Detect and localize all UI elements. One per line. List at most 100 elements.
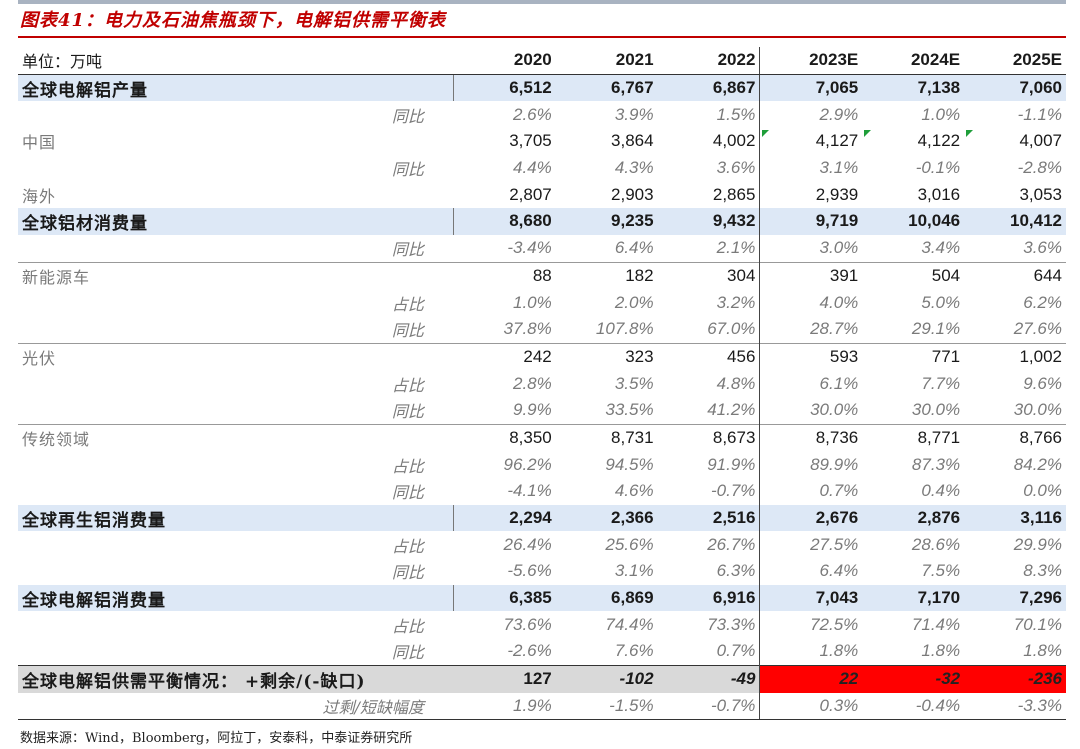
table-cell: -3.3% <box>964 692 1066 721</box>
table-cell: 6.4% <box>614 238 654 258</box>
table-cell: 0.7% <box>759 478 863 505</box>
table-cell: 2,865 <box>712 184 756 204</box>
table-cell: 3.1% <box>614 561 654 581</box>
row-label: 全球再生铝消费量 <box>18 504 455 532</box>
table-row: 同比 -4.1% 4.6% -0.7% 0.7% 0.4% 0.0% <box>18 478 1066 505</box>
table-cell: 9,432 <box>657 208 760 235</box>
table-row: 同比 4.4% 4.3% 3.6% 3.1% -0.1% -2.8% <box>18 154 1066 182</box>
table-cell: -4.1% <box>507 481 552 501</box>
table-cell: 2.1% <box>716 238 756 258</box>
table-cell: 242 <box>453 342 556 371</box>
row-label: 全球电解铝供需平衡情况： +剩余/(-缺口) <box>18 664 454 693</box>
table-cell: -2.8% <box>1017 158 1062 178</box>
table-cell: 2,939 <box>759 181 863 209</box>
row-label: 全球电解铝消费量 <box>18 584 455 612</box>
table-cell: 96.2% <box>503 454 552 474</box>
table-cell: 2,516 <box>657 504 760 532</box>
table-cell: 0.0% <box>1023 481 1062 501</box>
year-header: 2022 <box>657 47 760 75</box>
table-header-row: 单位：万吨 2020 2021 2022 2023E 2024E 2025E <box>18 47 1066 75</box>
table-cell: 2,807 <box>509 184 552 204</box>
table-cell: 182 <box>555 261 658 290</box>
table-cell: 4.4% <box>512 158 552 178</box>
table-row: 中国 3,705 3,864 4,002 4,127 4,122 4,007 <box>18 128 1066 155</box>
row-label: 占比 <box>391 456 424 476</box>
table-row: 同比 9.9% 33.5% 41.2% 30.0% 30.0% 30.0% <box>18 396 1066 425</box>
table-cell: 391 <box>759 261 863 290</box>
table-cell: 6,512 <box>453 74 556 102</box>
table-cell: 3,116 <box>964 504 1066 532</box>
table-cell: -49 <box>657 664 760 693</box>
table-cell: 7,138 <box>862 74 965 102</box>
table-cell: 29.9% <box>1013 534 1062 554</box>
table-cell: -3.4% <box>507 238 552 258</box>
table-cell: 30.0% <box>759 396 863 425</box>
table-cell: 3.6% <box>1023 238 1062 258</box>
row-label: 占比 <box>391 616 424 636</box>
table-cell: 10,412 <box>964 208 1066 235</box>
row-label: 同比 <box>391 160 424 180</box>
table-cell: 22 <box>759 664 863 693</box>
table-cell: 7,043 <box>759 584 863 612</box>
table-cell: 2,294 <box>453 504 556 532</box>
table-cell: 70.1% <box>1013 614 1062 634</box>
table-cell: 89.9% <box>759 451 863 478</box>
row-label: 同比 <box>391 321 424 341</box>
table-cell: -236 <box>964 664 1066 693</box>
table-cell: 4.8% <box>716 373 756 393</box>
table-cell: 7,065 <box>759 74 863 102</box>
table-cell: 3.5% <box>614 373 654 393</box>
table-row: 全球铝材消费量 8,680 9,235 9,432 9,719 10,046 10,412 <box>18 208 1066 235</box>
year-header: 2023E <box>759 47 863 75</box>
table-row: 过剩/短缺幅度 1.9% -1.5% -0.7% 0.3% -0.4% -3.3% <box>18 692 1066 721</box>
table-cell: 87.3% <box>911 454 961 474</box>
table-row: 占比 96.2% 94.5% 91.9% 89.9% 87.3% 84.2% <box>18 451 1066 478</box>
table-row: 占比 26.4% 25.6% 26.7% 27.5% 28.6% 29.9% <box>18 531 1066 559</box>
table-row: 全球电解铝供需平衡情况： +剩余/(-缺口) 127 -102 -49 22 -32 -23… <box>18 664 1066 693</box>
table-row: 同比 -5.6% 3.1% 6.3% 6.4% 7.5% 8.3% <box>18 558 1066 585</box>
table-cell: 2.9% <box>759 101 863 129</box>
table-cell: 3.6% <box>716 158 756 178</box>
table-cell: 323 <box>555 342 658 371</box>
table-cell: 88 <box>453 261 556 290</box>
supply-demand-table: 单位：万吨 2020 2021 2022 2023E 2024E 2025E 全… <box>18 47 1066 721</box>
table-cell: 1.8% <box>759 638 863 666</box>
row-label: 中国 <box>22 133 57 153</box>
row-label: 海外 <box>22 186 57 206</box>
table-cell: 29.1% <box>911 319 961 339</box>
table-row: 占比 73.6% 74.4% 73.3% 72.5% 71.4% 70.1% <box>18 611 1066 639</box>
table-cell: 7.5% <box>921 561 961 581</box>
table-cell: 84.2% <box>1013 454 1062 474</box>
table-cell: 67.0% <box>707 319 756 339</box>
table-cell: 6,767 <box>555 74 658 102</box>
table-cell: 3.1% <box>759 154 863 182</box>
table-cell: 8,680 <box>453 208 556 235</box>
table-cell: 3.0% <box>759 234 863 262</box>
table-cell: 1,002 <box>964 342 1066 371</box>
table-cell: 9.9% <box>512 400 552 420</box>
row-label: 新能源车 <box>18 261 454 290</box>
table-cell: -5.6% <box>507 561 552 581</box>
table-cell: 28.6% <box>911 534 961 554</box>
table-cell: 3,016 <box>917 184 961 204</box>
table-cell: 74.4% <box>605 614 654 634</box>
table-cell: 73.3% <box>707 614 756 634</box>
table-cell: 2,903 <box>611 184 654 204</box>
table-cell: 2.6% <box>512 104 552 124</box>
table-cell: 7.7% <box>921 373 961 393</box>
table-cell: 2,876 <box>862 504 965 532</box>
row-label: 光伏 <box>18 342 454 371</box>
table-cell: 30.0% <box>1013 400 1062 420</box>
row-label: 同比 <box>391 240 424 260</box>
row-label: 过剩/短缺幅度 <box>18 692 454 721</box>
table-cell: 26.7% <box>707 534 756 554</box>
row-label: 传统领域 <box>18 423 454 452</box>
table-cell: 3,705 <box>509 131 552 151</box>
table-row: 全球电解铝消费量 6,385 6,869 6,916 7,043 7,170 7,296 <box>18 584 1066 612</box>
table-cell: -0.7% <box>657 692 760 721</box>
row-label: 全球铝材消费量 <box>18 208 455 235</box>
table-cell: 771 <box>862 342 965 371</box>
row-label: 同比 <box>391 483 424 503</box>
table-cell: 8,731 <box>555 423 658 452</box>
table-cell: 7,170 <box>862 584 965 612</box>
